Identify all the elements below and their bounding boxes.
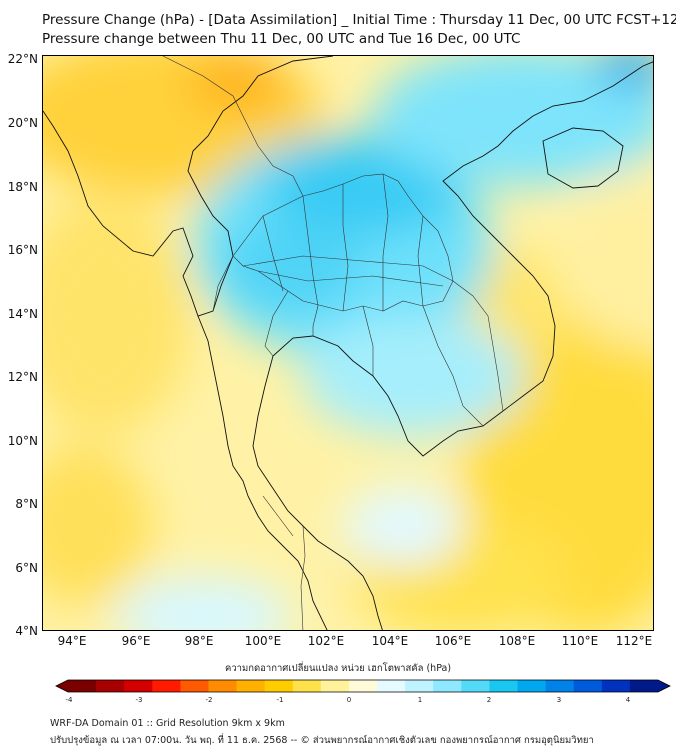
coastlines <box>43 56 653 630</box>
colorbar-extend-max <box>658 680 670 692</box>
lon-label-104e: 104°E <box>371 634 409 648</box>
colorbar-swatch <box>377 680 406 692</box>
lat-label-20n: 20°N <box>7 116 38 130</box>
lat-label-14n: 14°N <box>7 307 38 321</box>
lon-label-100e: 100°E <box>244 634 282 648</box>
lon-label-110e: 110°E <box>561 634 599 648</box>
pressure-field <box>43 56 653 630</box>
colorbar-title: ความกดอากาศเปลี่ยนแปลง หน่วย เฮกโตพาสคัล… <box>224 663 452 674</box>
colorbar-swatch <box>348 680 378 692</box>
lat-label-12n: 12°N <box>7 370 38 384</box>
lon-label-94e: 94°E <box>57 634 87 648</box>
colorbar-swatch <box>236 680 266 692</box>
colorbar-swatch <box>517 680 547 692</box>
map-subtitle: Pressure change between Thu 11 Dec, 00 U… <box>42 31 521 47</box>
lon-label-98e: 98°E <box>184 634 214 648</box>
lat-label-18n: 18°N <box>7 180 38 194</box>
footer-model-info: WRF-DA Domain 01 :: Grid Resolution 9km … <box>50 718 285 729</box>
colorbar-tick-4: 4 <box>625 696 631 704</box>
footer-update-info: ปรับปรุงข้อมูล ณ เวลา 07:00น. วัน พฤ. ที… <box>50 735 594 746</box>
colorbar-swatch <box>152 680 181 692</box>
colorbar-swatch <box>629 680 659 692</box>
colorbar-tick-0: 0 <box>346 696 352 704</box>
colorbar-swatch <box>461 680 491 692</box>
lat-label-4n: 4°N <box>15 624 38 638</box>
lat-label-22n: 22°N <box>7 52 38 66</box>
colorbar-tick-2: 2 <box>486 696 492 704</box>
colorbar-tick-3: 3 <box>556 696 562 704</box>
colorbar-swatch <box>601 680 631 692</box>
colorbar-swatch <box>68 680 97 692</box>
colorbar-tick-neg4: -4 <box>65 696 73 704</box>
colorbar-swatch <box>96 680 125 692</box>
lat-label-8n: 8°N <box>15 497 38 511</box>
colorbar-swatch <box>180 680 210 692</box>
colorbar-swatch <box>124 680 153 692</box>
pressure-change-map <box>42 55 654 631</box>
lon-label-106e: 106°E <box>434 634 472 648</box>
lon-label-112e: 112°E <box>615 634 653 648</box>
colorbar-swatch <box>433 680 462 692</box>
colorbar <box>0 676 676 696</box>
colorbar-tick-neg3: -3 <box>135 696 143 704</box>
province-borders <box>162 56 504 630</box>
colorbar-outline <box>55 679 671 693</box>
colorbar-swatch <box>489 680 519 692</box>
colorbar-tick-1: 1 <box>417 696 423 704</box>
colorbar-extend-min <box>56 680 68 692</box>
colorbar-swatch <box>208 680 238 692</box>
colorbar-swatch <box>545 680 575 692</box>
colorbar-swatch <box>320 680 350 692</box>
colorbar-swatch <box>405 680 434 692</box>
lon-label-96e: 96°E <box>121 634 151 648</box>
lat-label-6n: 6°N <box>15 561 38 575</box>
colorbar-tick-neg2: -2 <box>205 696 213 704</box>
lat-label-10n: 10°N <box>7 434 38 448</box>
lat-label-16n: 16°N <box>7 243 38 257</box>
colorbar-tick-neg1: -1 <box>276 696 284 704</box>
colorbar-swatch <box>292 680 322 692</box>
colorbar-swatch <box>264 680 294 692</box>
colorbar-swatch <box>573 680 603 692</box>
map-title: Pressure Change (hPa) - [Data Assimilati… <box>42 12 676 28</box>
lon-label-102e: 102°E <box>307 634 345 648</box>
lon-label-108e: 108°E <box>498 634 536 648</box>
